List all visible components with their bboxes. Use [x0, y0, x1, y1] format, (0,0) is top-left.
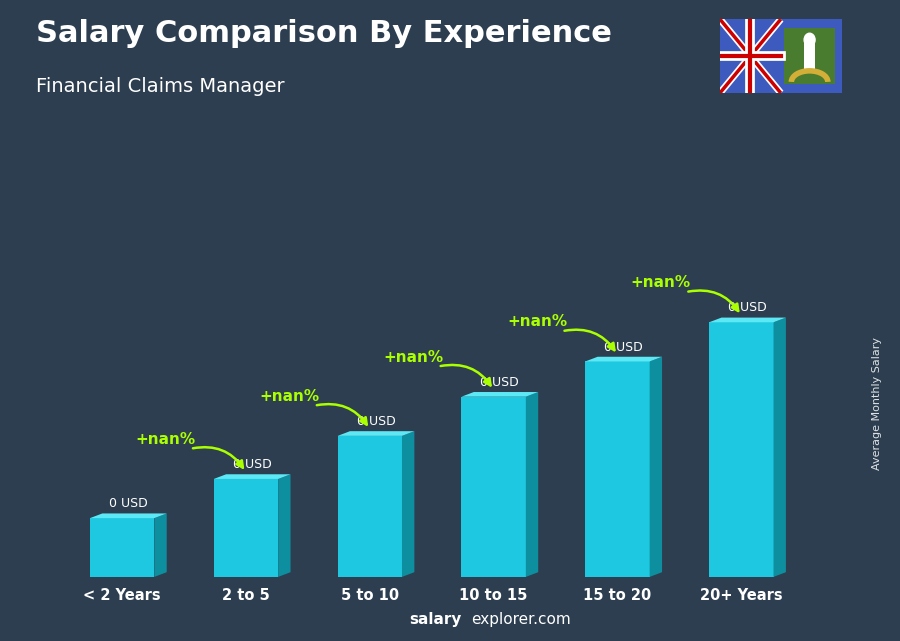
Polygon shape: [526, 392, 538, 577]
Polygon shape: [650, 357, 662, 577]
Bar: [709, 322, 773, 577]
Text: +nan%: +nan%: [631, 275, 691, 290]
Text: explorer.com: explorer.com: [471, 612, 571, 627]
Bar: [338, 436, 402, 577]
Circle shape: [804, 33, 815, 47]
Text: salary: salary: [410, 612, 462, 627]
Bar: [804, 41, 814, 69]
Text: 0 USD: 0 USD: [109, 497, 148, 510]
Bar: [462, 397, 526, 577]
Text: +nan%: +nan%: [383, 349, 443, 365]
Text: 0 USD: 0 USD: [728, 301, 767, 315]
Polygon shape: [462, 392, 538, 397]
Polygon shape: [338, 431, 414, 436]
Text: +nan%: +nan%: [507, 314, 567, 329]
Text: +nan%: +nan%: [135, 432, 195, 447]
Bar: [784, 28, 835, 84]
Bar: [585, 362, 650, 577]
Text: Salary Comparison By Experience: Salary Comparison By Experience: [36, 19, 612, 48]
Text: +nan%: +nan%: [259, 388, 320, 404]
Text: Average Monthly Salary: Average Monthly Salary: [872, 337, 883, 470]
Bar: [90, 518, 154, 577]
Polygon shape: [402, 431, 414, 577]
Polygon shape: [709, 317, 786, 322]
Polygon shape: [773, 317, 786, 577]
Polygon shape: [585, 357, 662, 362]
Polygon shape: [154, 513, 166, 577]
Polygon shape: [278, 474, 291, 577]
Bar: [214, 479, 278, 577]
Text: Financial Claims Manager: Financial Claims Manager: [36, 77, 284, 96]
Polygon shape: [214, 474, 291, 479]
Text: 0 USD: 0 USD: [481, 376, 519, 389]
Text: 0 USD: 0 USD: [356, 415, 395, 428]
Polygon shape: [90, 513, 166, 518]
Text: 0 USD: 0 USD: [233, 458, 272, 471]
Text: 0 USD: 0 USD: [604, 340, 643, 354]
